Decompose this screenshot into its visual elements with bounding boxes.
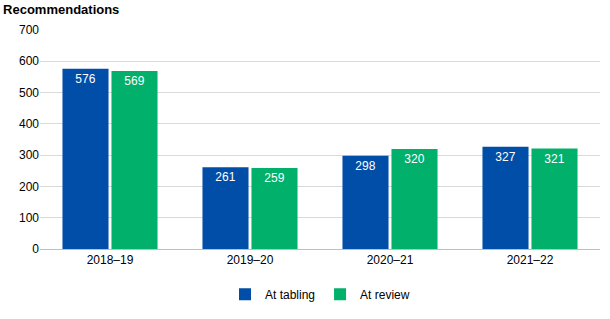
svg-text:320: 320 (404, 152, 424, 166)
svg-text:298: 298 (355, 159, 375, 173)
svg-text:At review: At review (360, 288, 410, 302)
svg-text:700: 700 (19, 23, 39, 37)
svg-text:2021–22: 2021–22 (507, 253, 554, 267)
svg-text:321: 321 (544, 152, 564, 166)
svg-text:2018–19: 2018–19 (87, 253, 134, 267)
svg-text:400: 400 (19, 117, 39, 131)
svg-text:500: 500 (19, 86, 39, 100)
svg-text:327: 327 (495, 150, 515, 164)
svg-text:Recommendations: Recommendations (3, 2, 119, 17)
svg-text:259: 259 (264, 171, 284, 185)
svg-text:100: 100 (19, 211, 39, 225)
svg-text:300: 300 (19, 148, 39, 162)
svg-text:0: 0 (32, 242, 39, 256)
svg-text:2020–21: 2020–21 (367, 253, 414, 267)
svg-text:At tabling: At tabling (265, 288, 315, 302)
svg-text:576: 576 (75, 72, 95, 86)
svg-text:261: 261 (215, 170, 235, 184)
svg-text:569: 569 (124, 74, 144, 88)
svg-text:200: 200 (19, 180, 39, 194)
svg-text:2019–20: 2019–20 (227, 253, 274, 267)
svg-text:600: 600 (19, 54, 39, 68)
